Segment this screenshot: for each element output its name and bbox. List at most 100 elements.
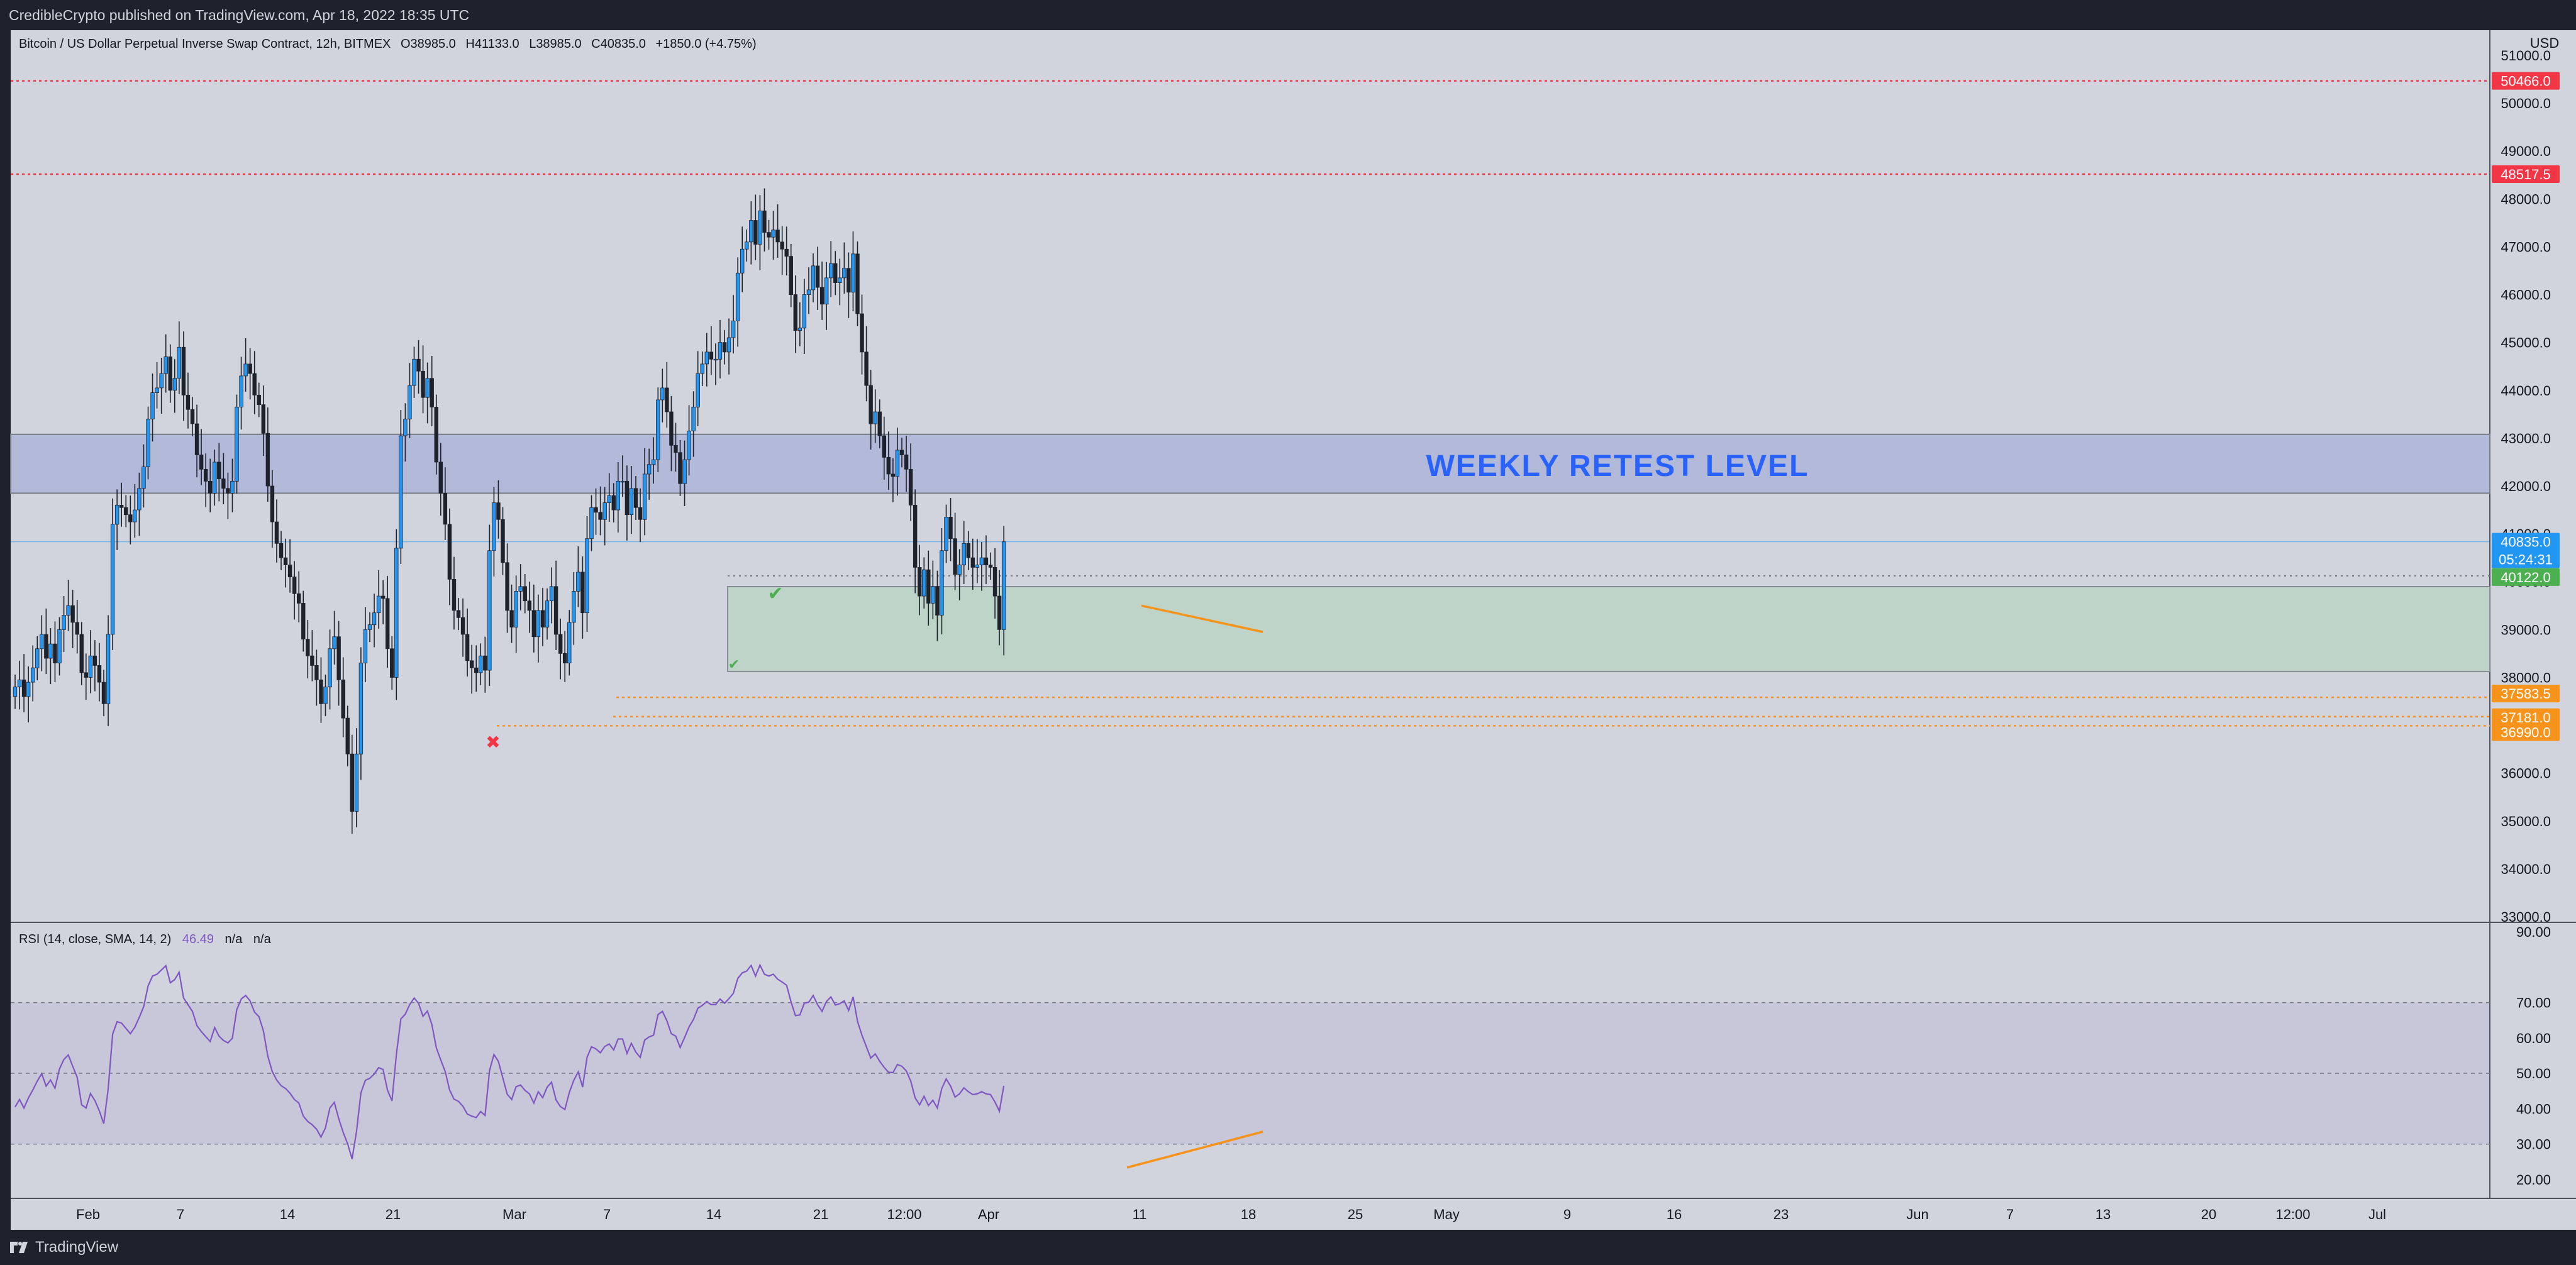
- candle-body-down: [913, 505, 918, 568]
- candle-body-down: [341, 679, 345, 719]
- candle-body-down: [780, 241, 784, 250]
- time-axis[interactable]: [11, 1198, 2576, 1230]
- rsi-legend[interactable]: RSI (14, close, SMA, 14, 2) 46.49 n/a n/…: [19, 932, 272, 946]
- rsi-tick-label: 90.00: [2516, 924, 2551, 940]
- candle-body-down: [274, 521, 279, 544]
- close-label: C: [591, 37, 600, 51]
- candle: [13, 674, 18, 709]
- time-tick-label: 13: [2096, 1207, 2111, 1222]
- candle-body-up: [1001, 541, 1006, 630]
- candle: [492, 487, 496, 577]
- candle: [386, 576, 390, 668]
- candle-body-down: [186, 394, 191, 410]
- symbol-legend[interactable]: Bitcoin / US Dollar Perpetual Inverse Sw…: [19, 37, 757, 51]
- time-tick-label: 7: [2006, 1207, 2014, 1222]
- cross-mark: ✖: [486, 732, 500, 752]
- candle-body-up: [629, 488, 634, 516]
- candle: [341, 657, 345, 737]
- candle: [146, 406, 150, 480]
- candle-body-down: [119, 505, 124, 508]
- candle-body-down: [904, 455, 909, 470]
- level-label-37583-bg: [2492, 685, 2560, 703]
- candle-body-up: [536, 610, 541, 638]
- candle-body-down: [199, 455, 204, 470]
- candles-layer[interactable]: [13, 188, 1006, 834]
- candle: [882, 416, 886, 480]
- time-tick-label: 14: [280, 1207, 295, 1222]
- candle: [518, 564, 523, 610]
- candle: [155, 362, 159, 409]
- candle: [235, 394, 239, 494]
- drawings-layer[interactable]: ✔ ✔ ✖: [486, 583, 1263, 752]
- candle-body-up: [726, 337, 731, 353]
- change-value: +1850.0 (+4.75%): [655, 37, 756, 51]
- price-scale[interactable]: [2490, 30, 2576, 1198]
- candle: [367, 612, 372, 643]
- candle-body-down: [443, 493, 448, 525]
- time-tick-label: 12:00: [2275, 1207, 2310, 1222]
- candle-body-down: [390, 648, 394, 678]
- candle-body-down: [531, 610, 536, 638]
- candle-body-down: [217, 461, 221, 479]
- candle: [704, 333, 709, 387]
- candle: [718, 319, 723, 378]
- candle-body-up: [660, 387, 665, 400]
- candle-body-up: [425, 378, 430, 398]
- candle: [740, 226, 745, 292]
- candle-body-down: [767, 232, 771, 238]
- last-price-tag-bg: [2492, 533, 2560, 568]
- candle-body-up: [235, 407, 239, 482]
- candle-body-down: [948, 517, 953, 539]
- candle: [895, 428, 900, 496]
- candle: [319, 657, 323, 723]
- currency-label: USD: [2530, 35, 2559, 51]
- candle: [806, 267, 811, 314]
- candle-body-up: [17, 679, 22, 688]
- candle: [594, 488, 598, 535]
- candle: [40, 615, 44, 671]
- candle: [523, 574, 527, 614]
- candle-body-up: [682, 459, 687, 484]
- candle-body-up: [376, 595, 381, 614]
- candle: [172, 359, 177, 413]
- candle-body-down: [336, 636, 341, 680]
- candle-body-up: [487, 550, 492, 671]
- candle: [425, 362, 430, 424]
- level-label-50466: 50466.0: [2501, 74, 2551, 89]
- candle: [877, 399, 882, 448]
- candle: [793, 275, 797, 353]
- candle: [847, 252, 851, 318]
- candle-body-up: [518, 586, 523, 592]
- candle: [265, 407, 270, 502]
- rsi-pane[interactable]: [11, 923, 2490, 1198]
- rsi-layer[interactable]: [11, 963, 2490, 1169]
- level-label-50466-bg: [2492, 72, 2560, 90]
- last-price-label: 40835.0: [2501, 534, 2551, 550]
- candle: [997, 570, 1002, 646]
- candle: [931, 560, 935, 619]
- candle-body-up: [35, 648, 40, 668]
- candle-body-up: [146, 419, 150, 467]
- candle-body-down: [380, 595, 386, 599]
- level-label-37181: 37181.0: [2501, 710, 2551, 726]
- candle: [873, 389, 877, 443]
- candle: [199, 429, 204, 485]
- candle-body-down: [314, 665, 319, 680]
- candle: [585, 516, 589, 632]
- candle: [549, 567, 554, 624]
- publisher-text: CredibleCrypto published on TradingView.…: [9, 6, 470, 23]
- candle-body-down: [301, 603, 306, 639]
- candle: [296, 571, 301, 622]
- candle: [700, 351, 704, 386]
- candle: [966, 531, 970, 570]
- candle: [248, 348, 252, 400]
- candle-body-down: [474, 667, 479, 673]
- candle-body-up: [576, 572, 580, 592]
- candle: [904, 436, 909, 492]
- candle: [434, 394, 438, 475]
- time-tick-label: 23: [1774, 1207, 1789, 1222]
- candle-body-down: [416, 358, 421, 372]
- time-axis-ticks: Feb 7 14 21 Mar 7 14 21 12:00 Apr 11 18 25 May 9 16 23 Ju…: [76, 1207, 2386, 1222]
- price-tick-label: 34000.0: [2501, 861, 2551, 877]
